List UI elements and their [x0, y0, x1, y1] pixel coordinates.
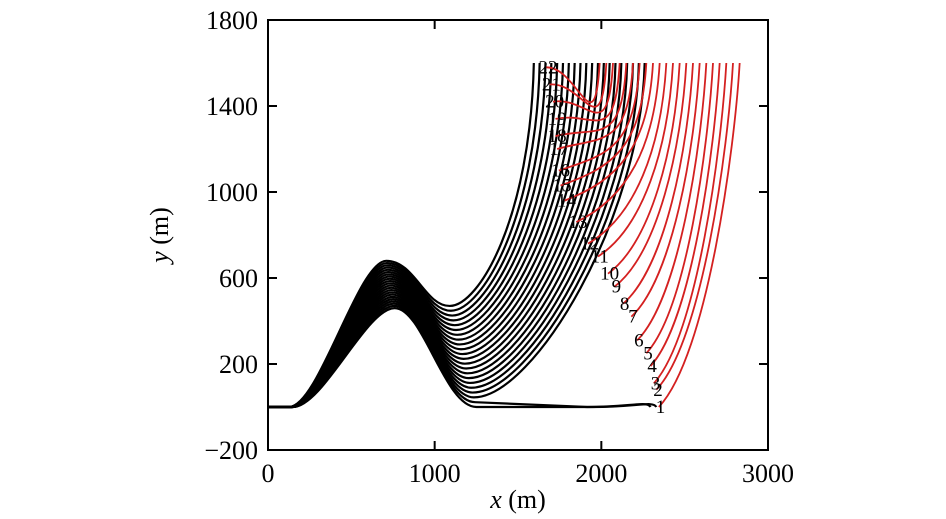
curve-label: 2: [653, 380, 663, 401]
red-curve-2: [655, 62, 734, 391]
curve-label: 6: [634, 330, 644, 351]
x-tick-label: 3000: [742, 459, 794, 488]
y-tick-label: 1800: [206, 6, 258, 35]
x-tick-label: 2000: [575, 459, 627, 488]
red-curve-20: [552, 62, 614, 114]
curve-label: 21: [542, 75, 561, 96]
red-curve-5: [645, 62, 714, 354]
curve-label: 11: [591, 247, 609, 268]
red-curve-15: [560, 62, 648, 187]
curve-label: 9: [612, 277, 622, 298]
curve-label: 13: [569, 212, 588, 233]
black-curve-21: [268, 62, 541, 409]
curve-label: 16: [551, 161, 570, 182]
black-curve-17: [268, 62, 565, 409]
ticks-layer: [267, 19, 769, 451]
red-curve-7: [630, 62, 701, 318]
curve-label: 1: [656, 397, 666, 418]
curve-label: 5: [643, 343, 653, 364]
y-tick-label: 1400: [206, 92, 258, 121]
red-curve-18: [555, 62, 628, 137]
curve-label: 17: [549, 139, 568, 160]
curve-label: 3: [651, 373, 661, 394]
black-curve-22: [268, 62, 535, 409]
x-tick-label: 1000: [409, 459, 461, 488]
red-curve-16: [558, 62, 641, 172]
red-curve-12: [587, 62, 668, 245]
curve-label: 7: [628, 307, 638, 328]
red-curve-8: [622, 62, 694, 305]
y-axis-title: y (m): [145, 207, 174, 266]
curve-label: 4: [647, 356, 657, 377]
tick-labels-layer: 0 1000 2000 3000 −200 200 600 1000 1400 1800: [204, 6, 794, 488]
red-curve-13: [575, 62, 661, 223]
red-curve-4: [649, 62, 721, 367]
red-curve-19: [555, 62, 621, 122]
red-curve-6: [636, 62, 708, 341]
red-curve-14: [564, 62, 654, 202]
curves-layer: [268, 62, 741, 409]
curve-label: 20: [545, 92, 564, 113]
red-curve-9: [614, 62, 688, 288]
curve-label: 18: [548, 126, 567, 147]
y-tick-label: 1000: [206, 178, 258, 207]
black-curve-14: [268, 62, 582, 409]
curve-label: 15: [553, 176, 572, 197]
y-tick-label: 600: [219, 264, 258, 293]
curve-label: 19: [548, 109, 567, 130]
plot-frame: [267, 19, 769, 451]
red-curve-17: [556, 62, 634, 150]
y-tick-label: −200: [204, 436, 258, 465]
red-curve-3: [653, 62, 728, 384]
curve-label: 10: [600, 264, 619, 285]
curve-label: 8: [620, 294, 630, 315]
black-curve-13: [268, 62, 588, 409]
red-curve-22: [546, 62, 601, 104]
curve-label: 12: [580, 234, 599, 255]
red-curve-11: [597, 62, 674, 258]
red-curve-10: [607, 62, 681, 275]
red-curve-1: [658, 62, 741, 408]
curve-label: 22: [539, 57, 558, 78]
black-curve-12: [268, 62, 594, 409]
x-tick-label: 0: [262, 459, 275, 488]
curve-label: 14: [557, 191, 577, 212]
red-curve-21: [549, 62, 608, 108]
y-tick-label: 200: [219, 350, 258, 379]
x-axis-title: x (m): [489, 485, 546, 514]
